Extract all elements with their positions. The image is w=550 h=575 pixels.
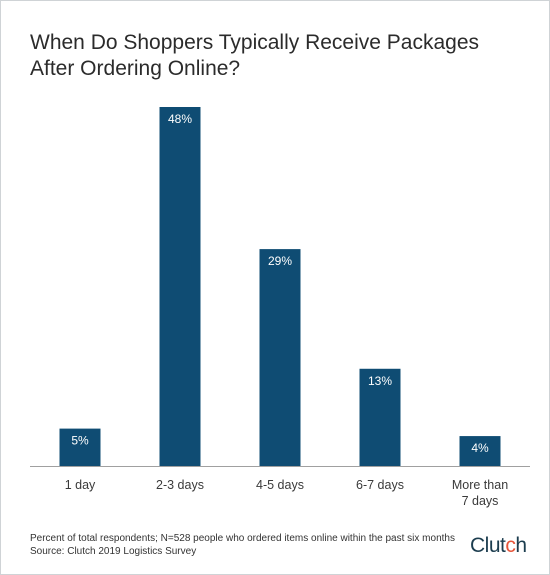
bar-value-label-3: 29%: [268, 254, 292, 268]
bar-value-label-2: 48%: [168, 112, 192, 126]
logo-text-accent: c: [505, 534, 516, 557]
x-tick-label-4: 6-7 days: [356, 478, 404, 492]
bar-1: [59, 428, 101, 466]
bar-5: [459, 436, 501, 466]
x-tick-label-2: 2-3 days: [156, 478, 204, 492]
clutch-logo: Clutch: [470, 534, 527, 558]
x-tick-label-3: 4-5 days: [256, 478, 304, 492]
bar-4: [359, 368, 401, 466]
x-tick-label-1: 1 day: [65, 478, 96, 492]
x-tick-label-5-line-2: 7 days: [462, 494, 499, 508]
bar-value-label-1: 5%: [71, 434, 89, 448]
logo-text-main: Clut: [470, 534, 506, 557]
x-tick-label-5-line-1: More than: [452, 478, 508, 492]
chart-title: When Do Shoppers Typically Receive Packa…: [30, 31, 480, 80]
bar-3: [259, 249, 301, 466]
footnote-respondents: Percent of total respondents; N=528 peop…: [30, 533, 455, 544]
bar-value-label-5: 4%: [471, 441, 489, 455]
logo-text-end: h: [515, 534, 527, 557]
bar-value-label-4: 13%: [368, 374, 392, 388]
footnote-source: Source: Clutch 2019 Logistics Survey: [30, 546, 197, 557]
bar-2: [159, 107, 201, 466]
footnote: Percent of total respondents; N=528 peop…: [30, 532, 455, 558]
